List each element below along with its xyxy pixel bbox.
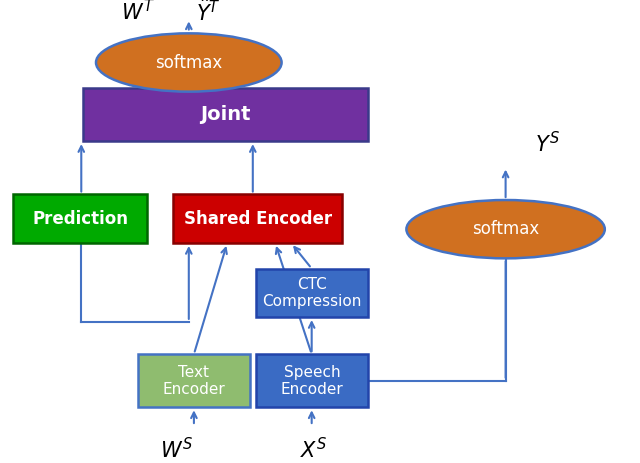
Text: Prediction: Prediction [32, 210, 128, 228]
Text: $X^S$: $X^S$ [300, 438, 328, 463]
Text: Speech
Encoder: Speech Encoder [280, 365, 344, 397]
Text: Shared Encoder: Shared Encoder [184, 210, 332, 228]
Text: $W^S$: $W^S$ [159, 438, 193, 463]
Text: CTC
Compression: CTC Compression [262, 277, 362, 309]
FancyBboxPatch shape [13, 194, 147, 243]
FancyBboxPatch shape [173, 194, 342, 243]
Text: Joint: Joint [200, 105, 251, 124]
FancyBboxPatch shape [138, 354, 250, 407]
Text: Text
Encoder: Text Encoder [162, 365, 225, 397]
Ellipse shape [96, 33, 282, 92]
Ellipse shape [406, 200, 605, 258]
FancyBboxPatch shape [256, 354, 368, 407]
FancyBboxPatch shape [256, 269, 368, 317]
Text: $W^T$: $W^T$ [120, 0, 155, 24]
Text: softmax: softmax [472, 220, 540, 238]
Text: $Y^S$: $Y^S$ [534, 131, 560, 156]
Text: softmax: softmax [155, 54, 223, 71]
FancyBboxPatch shape [83, 88, 368, 141]
Text: $\hat{Y}^T$: $\hat{Y}^T$ [196, 0, 220, 25]
